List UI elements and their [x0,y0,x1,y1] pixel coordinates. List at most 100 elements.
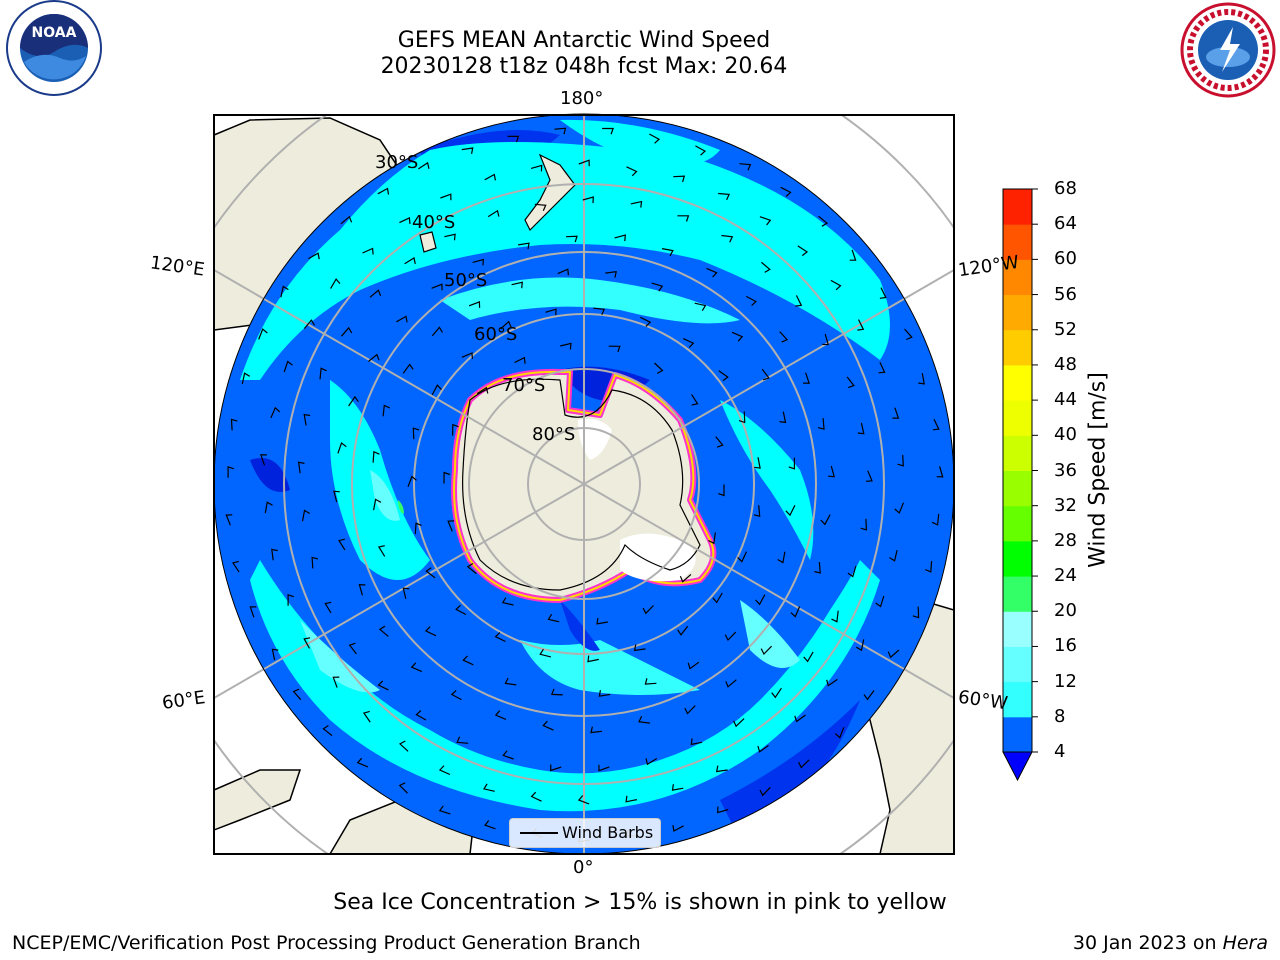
wind-barb [271,648,279,661]
wind-barb [431,326,444,337]
wind-barb [754,457,761,469]
wind-barb [733,718,745,728]
wind-barb [534,203,547,212]
wind-barb [757,744,769,753]
wind-barb [530,791,542,802]
wind-barb [715,765,728,773]
wind-barb [677,215,690,222]
wind-barb [258,328,268,340]
legend-label: Wind Barbs [562,823,654,842]
wind-barb [638,716,650,724]
wind-barb [264,501,273,514]
wind-barb [577,795,590,805]
colorbar-tick-label: 12 [1054,670,1077,692]
wind-barb [875,595,885,608]
colorbar-bin [1003,576,1032,612]
wind-barb [608,345,621,353]
wind-barb [372,450,380,463]
wind-barb [912,606,920,619]
svg-text:NOAA: NOAA [32,25,77,41]
wind-barb [358,584,366,596]
wind-barb [677,625,689,636]
wind-barb [644,678,657,685]
wind-barb [761,261,771,273]
wind-barb [369,289,382,298]
wind-barb [308,252,320,260]
wind-barb [587,655,599,663]
colorbar-bin [1003,259,1032,296]
wind-barb [818,215,829,227]
colorbar-bin [1003,224,1032,260]
wind-barb [731,331,744,342]
wind-barb [598,690,611,697]
wind-barb [483,783,495,792]
wind-barb [725,679,737,688]
wind-barb [337,442,347,454]
wind-barb [788,457,795,470]
wind-barb [598,764,610,772]
colorbar [1002,188,1038,782]
wind-barb [857,422,865,435]
wind-barb [918,372,925,385]
wind-barb [790,606,801,618]
wind-barb [450,689,462,701]
wind-barb [682,338,695,348]
wind-barb [856,639,865,652]
wind-barb [476,386,489,395]
wind-barb [494,710,507,720]
colorbar-bin [1003,329,1032,366]
wind-barb [362,247,374,255]
wind-barbs [225,127,944,843]
wind-barb [472,258,484,266]
wind-barb [443,471,450,484]
wind-barb [399,216,411,224]
wind-barb [341,326,353,337]
wind-barb [415,710,427,721]
wind-barb [484,173,496,181]
wind-barb [694,302,707,312]
wind-barb [550,688,563,696]
wind-barb [462,655,474,666]
wind-barb [324,601,332,614]
wind-barb [455,604,467,616]
colorbar-tick-label: 60 [1054,248,1077,270]
wind-barb [596,617,608,625]
wind-barb [507,135,520,143]
wind-barb [504,677,517,686]
lat-label-30s: 30°S [375,152,419,173]
wind-barb [925,560,933,573]
wind-barb [348,642,357,655]
colorbar-bin [1003,646,1032,683]
wind-barb [798,759,810,769]
wind-barb [303,319,316,329]
colorbar-bin [1003,364,1032,401]
wind-barb [303,413,311,426]
wind-barb [466,562,477,575]
colorbar-tick-label: 64 [1054,213,1077,235]
caption: Sea Ice Concentration > 15% is shown in … [333,890,947,915]
wind-barb [402,363,414,374]
wind-barb [831,610,839,623]
lat-label-50s: 50°S [444,270,488,291]
wind-barb [779,411,787,424]
wind-barb [892,407,900,419]
chart-title: GEFS MEAN Antarctic Wind Speed [397,28,771,53]
wind-barb [280,285,289,298]
wind-barb [260,454,267,466]
wind-barb [297,461,305,474]
wind-barb [539,648,552,658]
colorbar-tick-label: 32 [1054,494,1077,516]
wind-barb [879,287,887,299]
wind-barb [849,249,857,261]
wind-barb [795,295,803,307]
wind-barb [431,384,442,396]
wind-barb [438,805,451,815]
wind-barb [402,587,410,600]
wind-barb [398,782,408,794]
wind-barb [425,567,436,579]
wind-barb [230,418,238,431]
colorbar-bin [1003,294,1032,331]
colorbar-label: Wind Speed [m/s] [1085,372,1111,568]
wind-barb [456,736,469,744]
